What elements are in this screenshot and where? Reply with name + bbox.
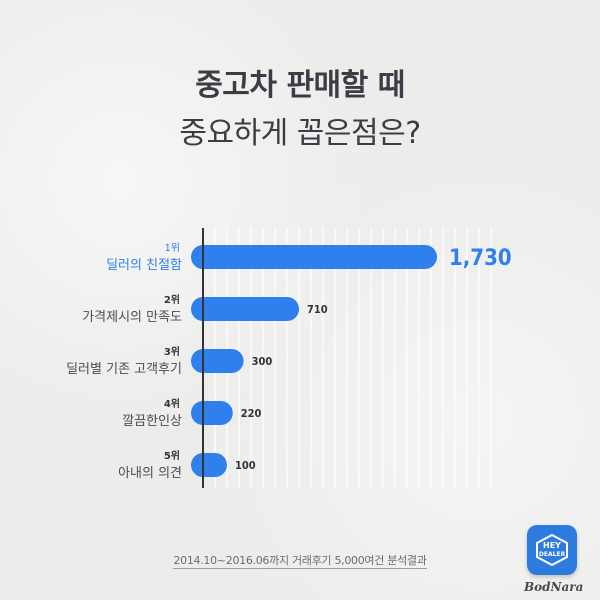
category-label: 깔끔한인상 [122,414,182,429]
footnote: 2014.10~2016.06까지 거래후기 5,000여건 분석결과 [0,552,600,569]
footnote-text: 2014.10~2016.06까지 거래후기 5,000여건 분석결과 [173,554,427,569]
hey-dealer-logo: HEY DEALER [527,525,577,575]
hex-badge-icon [536,534,568,566]
rank-label: 2위 [164,293,180,306]
category-label: 딜러의 친절함 [106,258,182,273]
logo-text-hey: HEY [543,541,561,550]
rank-label: 1위 [164,241,180,254]
bar [191,245,437,269]
category-label: 아내의 의견 [118,466,182,481]
bar-value-label: 220 [241,407,262,420]
bar-value-label: 100 [235,459,256,472]
bar [191,349,244,373]
watermark: BodNara [524,580,584,594]
category-label: 가격제시의 만족도 [82,310,182,325]
bar-value-label: 1,730 [449,246,512,271]
bar-value-label: 710 [307,303,328,316]
rank-label: 3위 [164,345,180,358]
rank-label: 5위 [164,449,180,462]
rank-label: 4위 [164,397,180,410]
chart-title: 중고차 판매할 때 [195,68,405,103]
bar [191,401,233,425]
category-label: 딜러별 기존 고객후기 [66,362,182,377]
bar [191,297,300,321]
chart-subtitle: 중요하게 꼽은점은? [179,116,421,151]
bar [191,453,227,477]
bar-value-label: 300 [252,355,273,368]
logo-text-dealer: DEALER [538,551,566,558]
